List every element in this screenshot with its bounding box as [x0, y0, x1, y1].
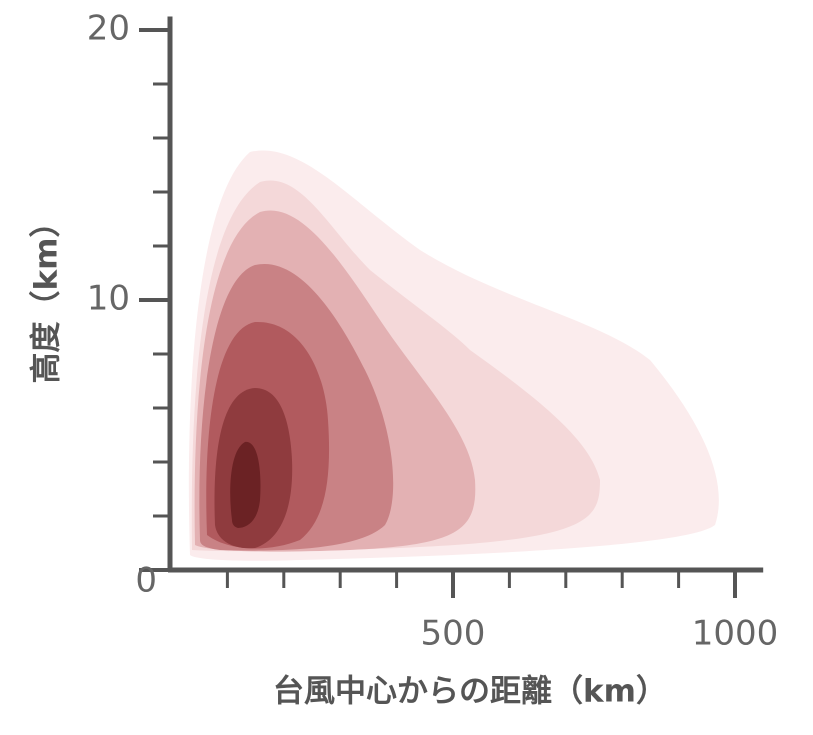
y-tick-label: 20: [87, 9, 130, 49]
x-axis-label: 台風中心からの距離（km）: [273, 674, 667, 710]
density-contours: [188, 150, 719, 561]
y-axis-label: 高度（km）: [29, 207, 65, 384]
y-tick-label: 0: [135, 561, 157, 601]
density-contour: [230, 441, 261, 528]
x-tick-label: 500: [421, 614, 486, 654]
y-tick-label: 10: [87, 279, 130, 319]
x-tick-label: 1000: [692, 614, 779, 654]
